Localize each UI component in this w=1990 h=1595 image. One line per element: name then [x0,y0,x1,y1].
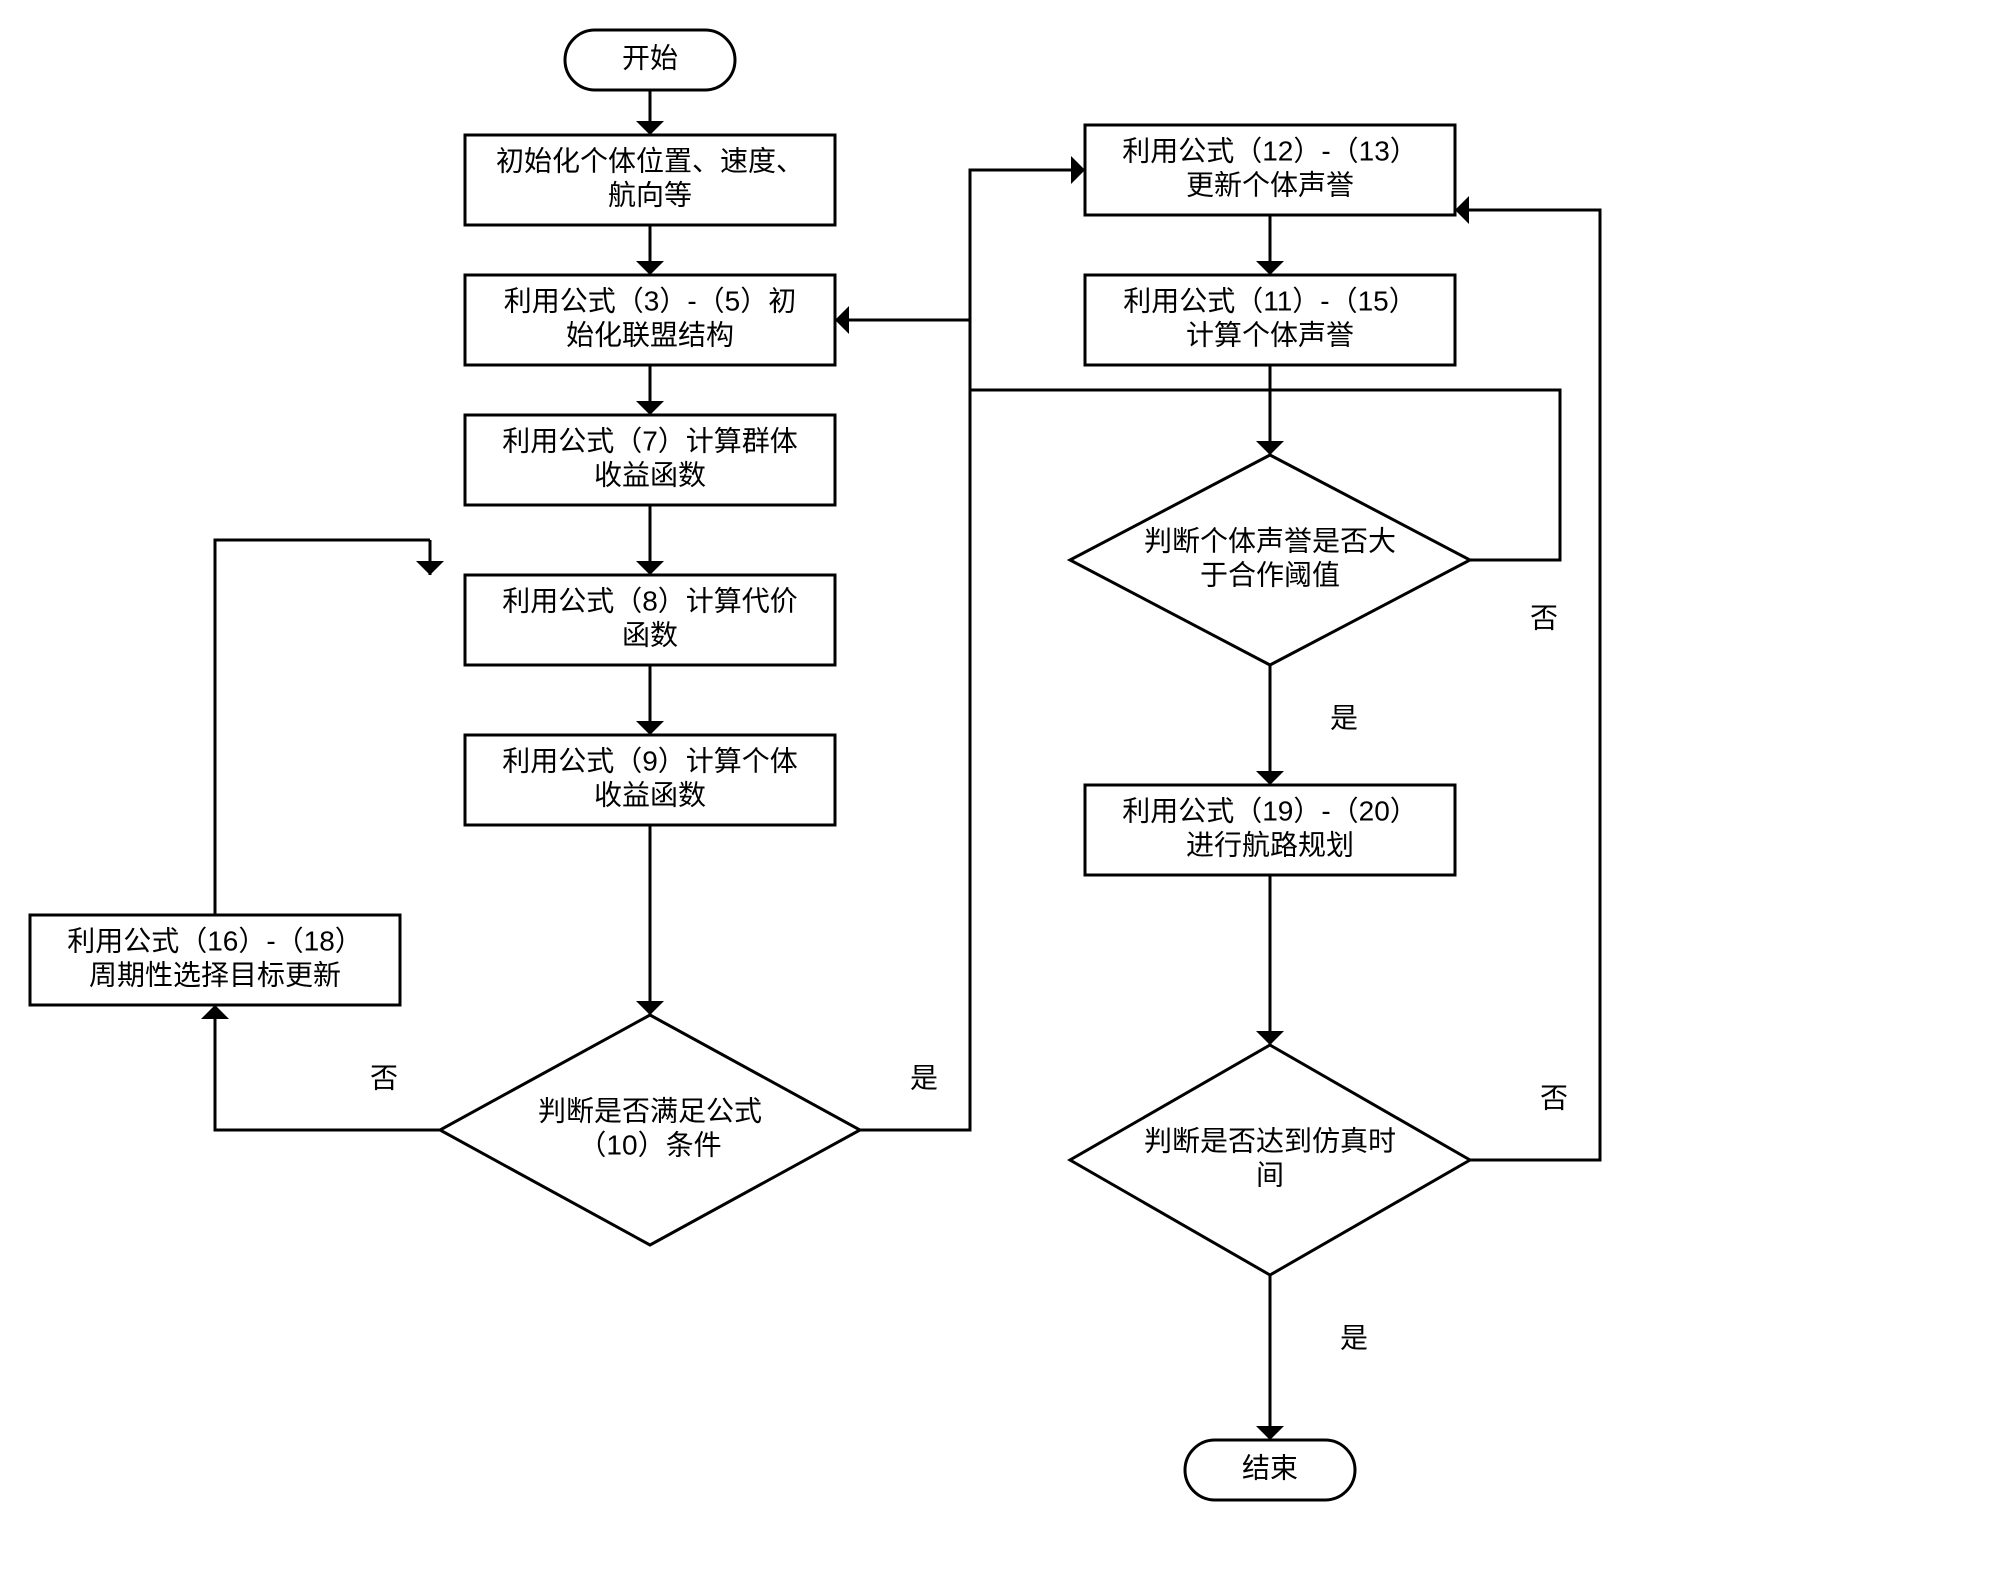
edge [215,1005,440,1130]
edge-label: 否 [1530,602,1558,633]
node-n1: 初始化个体位置、速度、航向等 [465,135,835,225]
node-n1-text: 航向等 [608,179,692,210]
node-n3: 利用公式（7）计算群体收益函数 [465,415,835,505]
node-n4-text: 函数 [622,619,678,650]
node-d3-text: 间 [1256,1159,1284,1190]
node-d2-text: 判断个体声誉是否大 [1144,525,1396,556]
node-nL-text: 周期性选择目标更新 [89,959,341,990]
node-d3-text: 判断是否达到仿真时 [1144,1125,1396,1156]
node-start-text: 开始 [622,42,678,73]
node-d1-text: （10）条件 [578,1129,721,1160]
edge [1455,210,1600,1160]
node-r2-text: 计算个体声誉 [1186,319,1354,350]
node-r1-text: 利用公式（12）-（13） [1122,135,1418,166]
node-d3: 判断是否达到仿真时间 [1070,1045,1470,1275]
node-n1-text: 初始化个体位置、速度、 [496,145,804,176]
node-d2-text: 于合作阈值 [1200,559,1340,590]
node-n2: 利用公式（3）-（5）初始化联盟结构 [465,275,835,365]
node-end: 结束 [1185,1440,1355,1500]
node-end-text: 结束 [1242,1452,1298,1483]
node-r1-text: 更新个体声誉 [1186,169,1354,200]
node-n5-text: 收益函数 [594,779,706,810]
edge-label: 是 [910,1062,938,1093]
node-n2-text: 利用公式（3）-（5）初 [504,285,796,316]
node-r2-text: 利用公式（11）-（15） [1123,285,1417,316]
edge-label: 否 [370,1062,398,1093]
node-r3: 利用公式（19）-（20）进行航路规划 [1085,785,1455,875]
node-n2-text: 始化联盟结构 [566,319,734,350]
node-r3-text: 利用公式（19）-（20） [1122,795,1418,826]
node-nL: 利用公式（16）-（18）周期性选择目标更新 [30,915,400,1005]
node-n4-text: 利用公式（8）计算代价 [502,585,798,616]
node-r1: 利用公式（12）-（13）更新个体声誉 [1085,125,1455,215]
node-d2: 判断个体声誉是否大于合作阈值 [1070,455,1470,665]
node-r3-text: 进行航路规划 [1186,829,1354,860]
edge-label: 否 [1540,1082,1568,1113]
edge-label: 是 [1340,1322,1368,1353]
node-d1-text: 判断是否满足公式 [538,1095,762,1126]
node-nL-text: 利用公式（16）-（18） [67,925,363,956]
node-d1: 判断是否满足公式（10）条件 [440,1015,860,1245]
node-n5-text: 利用公式（9）计算个体 [502,745,798,776]
node-n3-text: 收益函数 [594,459,706,490]
node-n3-text: 利用公式（7）计算群体 [502,425,798,456]
edge-label: 是 [1330,702,1358,733]
node-n4: 利用公式（8）计算代价函数 [465,575,835,665]
node-start: 开始 [565,30,735,90]
edge [215,540,430,915]
node-n5: 利用公式（9）计算个体收益函数 [465,735,835,825]
node-r2: 利用公式（11）-（15）计算个体声誉 [1085,275,1455,365]
edge [860,170,1085,1130]
